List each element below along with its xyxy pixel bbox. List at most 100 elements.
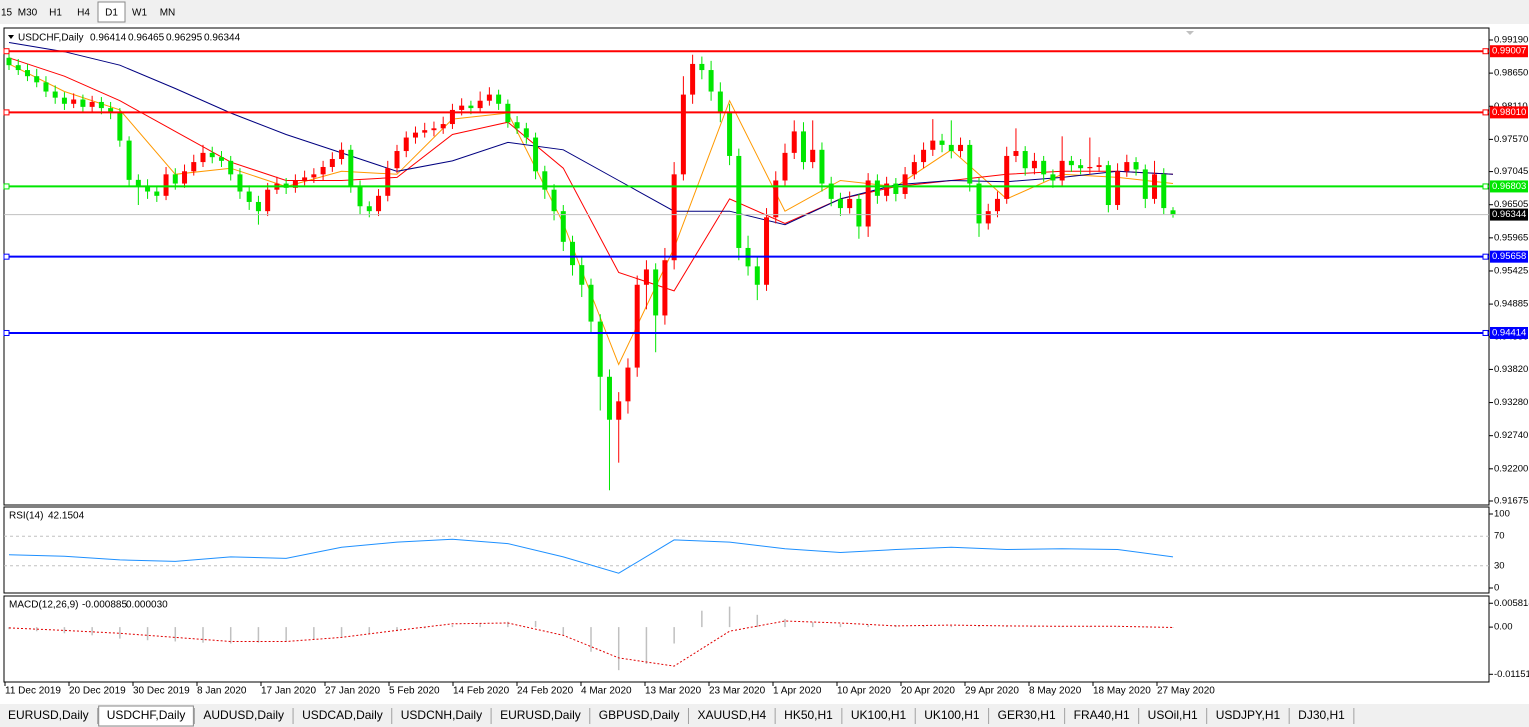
date-label: 27 May 2020 [1157,686,1215,697]
candle-body [486,94,492,101]
candle-body [108,108,114,114]
level-label-box [1490,45,1528,58]
macd-bar [867,624,869,628]
tab[interactable]: DJ30,H1 [1298,708,1345,722]
candle-body [329,159,335,167]
timeframe-button[interactable]: H1 [49,8,62,19]
candle-body [671,174,677,261]
date-label: 10 Apr 2020 [837,686,891,697]
macd-bar [174,627,177,642]
tab[interactable]: GBPUSD,Daily [599,708,680,722]
rsi-panel-frame [3,506,1490,594]
macd-bar [1089,626,1091,628]
macd-bar [451,625,454,628]
candle-body [339,149,345,160]
tab[interactable]: FRA40,H1 [1074,708,1130,722]
tab[interactable]: EURUSD,Daily [8,708,89,722]
candle-body [218,157,224,161]
candle-body [588,284,594,322]
candle-body [764,217,770,285]
tab-bg [689,706,775,726]
tab[interactable]: HK50,H1 [784,708,833,722]
tab[interactable]: UK100,H1 [851,708,907,722]
candle-body [773,180,779,218]
candle-body [422,130,428,133]
ohlc-low: 0.96295 [166,33,203,44]
date-label: 29 Apr 2020 [965,686,1019,697]
candle-body [1105,165,1111,206]
tab[interactable]: USOil,H1 [1148,708,1198,722]
timeframe-button[interactable]: MN [160,8,176,19]
candle-body [366,206,372,212]
candle-body [1022,151,1028,169]
level-label: 0.94414 [1492,328,1526,339]
candle-body [320,166,326,175]
macd-bar [1116,626,1119,628]
candle-body [376,195,382,212]
candle-body [782,152,788,181]
macd-title: MACD(12,26,9) [9,600,78,611]
macd-bar [784,618,786,628]
candle-body [89,101,95,107]
tab[interactable]: AUDUSD,Daily [203,708,284,722]
candle-body [459,105,465,110]
tab[interactable]: USDCHF,Daily [107,708,186,722]
macd-bar [396,627,398,632]
tab[interactable]: GER30,H1 [998,708,1056,722]
tab[interactable]: EURUSD,Daily [500,708,581,722]
tab[interactable]: XAUUSD,H4 [697,708,766,722]
timeframe-button[interactable]: W1 [132,8,147,19]
candle-body [468,105,474,109]
tab[interactable]: UK100,H1 [924,708,980,722]
candle-body [902,174,908,194]
candle-body [939,140,945,145]
candle-body [477,100,483,109]
candle-body [98,101,104,109]
macd-bar [673,627,675,644]
level-anchor [3,183,10,190]
price-label: 0.93280 [1494,397,1528,408]
candle-body [449,109,455,125]
candle-body [847,198,853,209]
candle-body [976,183,982,224]
candle-body [1068,160,1074,166]
macd-bar [1172,627,1174,628]
macd-bar [728,606,731,628]
tab[interactable]: USDCNH,Daily [401,708,482,722]
macd-bar [922,625,925,628]
date-label: 18 May 2020 [1093,686,1151,697]
rsi-tick-label: 100 [1494,509,1510,520]
price-label: 0.92740 [1494,430,1528,441]
macd-bar [617,627,620,671]
candle-body [1031,160,1037,169]
macd-bar [91,627,93,636]
timeframe-button[interactable]: D1 [105,8,118,19]
macd-bar [645,627,648,665]
tab-bg [1065,706,1138,726]
level-anchor [1482,329,1489,336]
macd-signal [8,620,1174,667]
header-arrow [8,35,14,39]
candle-body [948,144,954,152]
candle-body [255,201,261,212]
candle-body [246,191,252,202]
level-label: 0.96803 [1492,181,1526,192]
candle-body [191,162,197,172]
date-label: 30 Dec 2019 [133,686,190,697]
candle-body [736,155,742,248]
timeframe-button[interactable]: M30 [18,8,38,19]
macd-bar [63,627,66,634]
timeframe-button[interactable]: 15 [1,8,13,19]
macd-bar [1005,625,1008,628]
candle-body [616,401,622,420]
candle-body [71,99,77,104]
tab[interactable]: USDJPY,H1 [1216,708,1281,722]
symbol-title: USDCHF,Daily [18,33,84,44]
tab[interactable]: USDCAD,Daily [302,708,383,722]
macd-bar [146,627,149,641]
candle-body [135,179,141,187]
macd-tick-label: -0.01151 [1494,669,1529,680]
candle-body [1004,155,1010,199]
timeframe-button[interactable]: H4 [77,8,90,19]
price-label: 0.99190 [1494,35,1528,46]
